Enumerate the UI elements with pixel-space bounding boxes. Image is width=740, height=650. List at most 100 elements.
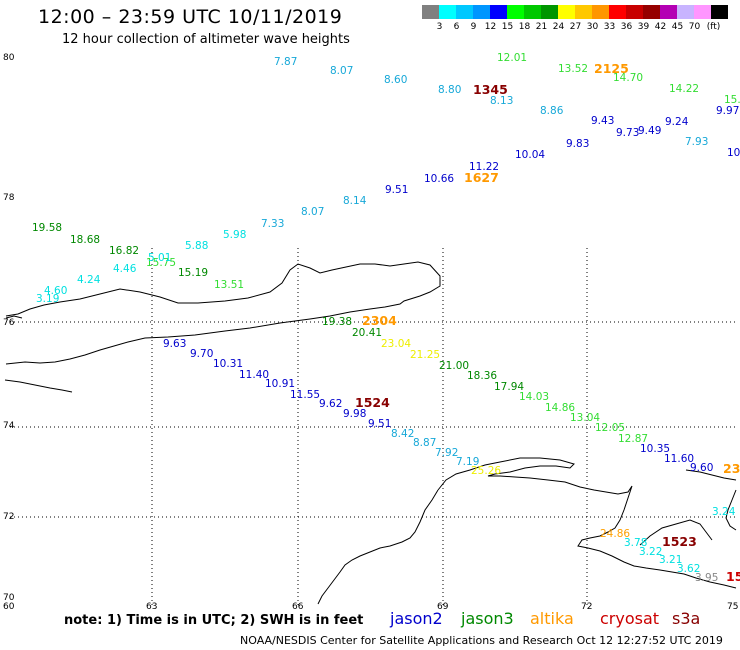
wave-label: 7.93 bbox=[685, 136, 708, 148]
wave-label: 3.78 bbox=[624, 537, 647, 549]
wave-label: 8.87 bbox=[413, 437, 436, 449]
wave-label: 24.86 bbox=[600, 528, 630, 540]
wave-label: 3.95 bbox=[695, 572, 718, 584]
wave-label: 8.42 bbox=[391, 428, 414, 440]
wave-label: 3.22 bbox=[639, 546, 662, 558]
scale-label-1: 3 bbox=[436, 22, 443, 32]
scale-label-4: 12 bbox=[484, 22, 497, 32]
time-labels: 2125 1345 1627 2304 1524 1523 15 23 bbox=[355, 61, 740, 584]
lon-label-69: 69 bbox=[437, 602, 449, 612]
wave-label: 8.60 bbox=[384, 74, 407, 86]
wave-label: 11.40 bbox=[239, 369, 269, 381]
yamal-coast bbox=[437, 457, 737, 589]
wave-label: 12.87 bbox=[618, 433, 648, 445]
scale-box-15 bbox=[677, 5, 694, 19]
scale-label-15: 45 bbox=[671, 22, 684, 32]
scale-box-11 bbox=[609, 5, 626, 19]
wave-label: 18.36 bbox=[467, 370, 497, 382]
wave-label: 15.75 bbox=[146, 257, 176, 269]
wave-label: 15. bbox=[724, 94, 740, 106]
scale-label-6: 18 bbox=[518, 22, 531, 32]
wave-label: 9.83 bbox=[566, 138, 589, 150]
scale-label-11: 33 bbox=[603, 22, 616, 32]
scale-label-5: 15 bbox=[501, 22, 514, 32]
wave-label: 8.80 bbox=[438, 84, 461, 96]
map-title: 12:00 – 23:59 UTC 10/11/2019 bbox=[38, 6, 343, 28]
lon-label-66: 66 bbox=[292, 602, 304, 612]
scale-label-10: 30 bbox=[586, 22, 599, 32]
coastline bbox=[4, 261, 737, 605]
scale-label-12: 36 bbox=[620, 22, 633, 32]
time-label: 1345 bbox=[473, 82, 508, 97]
scale-box-17 bbox=[711, 5, 728, 19]
wave-label: 8.86 bbox=[540, 105, 564, 117]
wave-label: 3.24 bbox=[712, 506, 736, 518]
time-label: 2125 bbox=[594, 61, 629, 76]
wave-labels: 7.87 8.07 8.60 8.80 8.13 8.86 9.43 9.83 … bbox=[32, 52, 740, 584]
scale-label-13: 39 bbox=[637, 22, 650, 32]
wave-label: 25.26 bbox=[471, 465, 501, 477]
wave-label: 14.03 bbox=[519, 391, 549, 403]
wave-label: 18.68 bbox=[70, 234, 100, 246]
scale-label-8: 24 bbox=[552, 22, 565, 32]
wave-label: 8.13 bbox=[490, 95, 513, 107]
wave-label: 13.04 bbox=[570, 412, 600, 424]
wave-label: 12.01 bbox=[497, 52, 527, 64]
scale-label-14: 42 bbox=[654, 22, 667, 32]
time-label: 1627 bbox=[464, 170, 499, 185]
time-label: 15 bbox=[726, 569, 740, 584]
scale-label-7: 21 bbox=[535, 22, 548, 32]
satellite-legend-altika: altika bbox=[530, 609, 574, 628]
time-label: 1524 bbox=[355, 395, 390, 410]
wave-label: 19.38 bbox=[322, 316, 352, 328]
scale-box-7 bbox=[541, 5, 558, 19]
novaya-zemlya-coast bbox=[5, 261, 441, 365]
wave-label: 5.01 bbox=[148, 252, 171, 264]
mainland-coast-south bbox=[317, 489, 439, 605]
lon-label-72: 72 bbox=[581, 602, 592, 612]
satellite-legend-s3a: s3a bbox=[672, 609, 701, 628]
wave-label: 10 bbox=[727, 147, 740, 159]
wave-label: 9.60 bbox=[690, 462, 713, 474]
wave-label: 10.31 bbox=[213, 358, 243, 370]
scale-box-16 bbox=[694, 5, 711, 19]
wave-label: 14.70 bbox=[613, 72, 643, 84]
gydan-coast bbox=[685, 469, 737, 481]
lat-label-72: 72 bbox=[3, 512, 14, 522]
wave-label: 5.88 bbox=[185, 240, 208, 252]
scale-label-3: 9 bbox=[470, 22, 477, 32]
wave-label: 9.63 bbox=[163, 338, 186, 350]
scale-box-2 bbox=[456, 5, 473, 19]
scale-label-2: 6 bbox=[453, 22, 460, 32]
island-outline bbox=[5, 315, 23, 319]
scale-box-13 bbox=[643, 5, 660, 19]
wave-label: 4.24 bbox=[77, 274, 101, 286]
wave-label: 9.62 bbox=[319, 398, 342, 410]
wave-label: 14.86 bbox=[545, 402, 575, 414]
wave-label: 9.51 bbox=[368, 418, 391, 430]
wave-label: 9.73 bbox=[616, 127, 639, 139]
wave-label: 13.51 bbox=[214, 279, 244, 291]
wave-label: 7.87 bbox=[274, 56, 297, 68]
wave-label: 12.05 bbox=[595, 422, 625, 434]
wave-label: 14.22 bbox=[669, 83, 699, 95]
wave-label: 16.82 bbox=[109, 245, 139, 257]
scale-box-9 bbox=[575, 5, 592, 19]
wave-label: 17.94 bbox=[494, 381, 524, 393]
wave-label: 9.43 bbox=[591, 115, 614, 127]
wave-label: 8.07 bbox=[301, 206, 324, 218]
scale-unit-label: (ft) bbox=[706, 22, 721, 32]
scale-box-3 bbox=[473, 5, 490, 19]
satellite-legend-jason3: jason3 bbox=[461, 609, 514, 628]
wave-label: 4.60 bbox=[44, 285, 67, 297]
scale-box-12 bbox=[626, 5, 643, 19]
mainland-coast-west bbox=[4, 379, 73, 393]
lon-label-60: 60 bbox=[3, 602, 15, 612]
lat-label-70: 70 bbox=[3, 593, 15, 603]
wave-label: 3.62 bbox=[677, 563, 700, 575]
wave-label: 8.14 bbox=[343, 195, 367, 207]
wave-label: 9.70 bbox=[190, 348, 213, 360]
wave-label: 5.98 bbox=[223, 229, 246, 241]
scale-box-6 bbox=[524, 5, 541, 19]
